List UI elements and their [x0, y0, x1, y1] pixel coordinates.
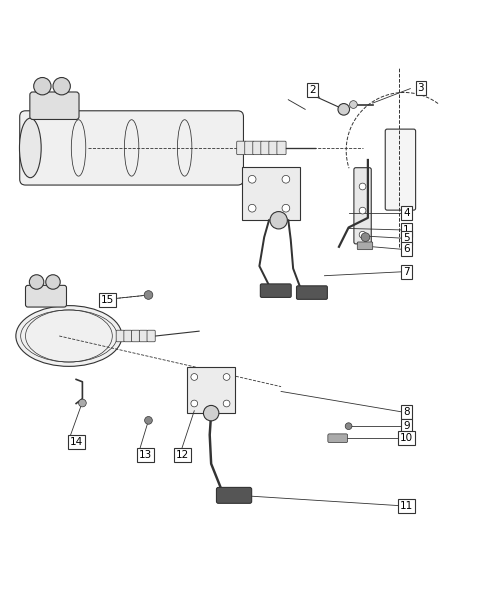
FancyBboxPatch shape: [116, 330, 124, 342]
FancyBboxPatch shape: [30, 92, 79, 119]
Circle shape: [359, 207, 365, 214]
Text: 4: 4: [402, 208, 409, 218]
Text: 9: 9: [402, 421, 409, 431]
Text: 8: 8: [402, 407, 409, 417]
Circle shape: [248, 175, 256, 183]
Circle shape: [144, 417, 152, 424]
FancyBboxPatch shape: [327, 434, 347, 442]
FancyBboxPatch shape: [242, 167, 300, 220]
FancyBboxPatch shape: [357, 242, 372, 250]
Circle shape: [33, 77, 51, 95]
Circle shape: [359, 231, 365, 238]
FancyBboxPatch shape: [26, 286, 66, 307]
Circle shape: [337, 104, 349, 115]
Circle shape: [53, 77, 70, 95]
FancyBboxPatch shape: [139, 330, 147, 342]
Circle shape: [144, 291, 152, 299]
Circle shape: [349, 101, 357, 109]
Circle shape: [270, 212, 287, 229]
Text: 7: 7: [402, 267, 409, 277]
Circle shape: [45, 275, 60, 289]
Text: 12: 12: [175, 450, 188, 460]
Text: 15: 15: [101, 295, 114, 305]
FancyBboxPatch shape: [276, 141, 286, 155]
Text: 5: 5: [402, 233, 409, 243]
FancyBboxPatch shape: [123, 330, 132, 342]
FancyBboxPatch shape: [252, 141, 261, 155]
Circle shape: [282, 175, 289, 183]
Circle shape: [359, 183, 365, 190]
FancyBboxPatch shape: [131, 330, 139, 342]
Text: 11: 11: [399, 501, 412, 511]
Circle shape: [203, 405, 218, 421]
Circle shape: [282, 204, 289, 212]
Circle shape: [248, 204, 256, 212]
Text: 13: 13: [138, 450, 151, 460]
FancyBboxPatch shape: [260, 284, 290, 297]
FancyBboxPatch shape: [244, 141, 254, 155]
FancyBboxPatch shape: [260, 141, 270, 155]
FancyBboxPatch shape: [384, 129, 415, 210]
Circle shape: [191, 373, 197, 381]
Circle shape: [223, 400, 229, 407]
Text: 10: 10: [399, 433, 412, 443]
Circle shape: [30, 275, 44, 289]
Circle shape: [361, 233, 369, 241]
FancyBboxPatch shape: [187, 368, 235, 413]
FancyBboxPatch shape: [216, 487, 251, 503]
FancyBboxPatch shape: [268, 141, 277, 155]
Text: 2: 2: [308, 85, 315, 95]
FancyBboxPatch shape: [353, 168, 370, 244]
Circle shape: [191, 400, 197, 407]
FancyBboxPatch shape: [236, 141, 245, 155]
Text: 14: 14: [69, 437, 83, 447]
Text: 1: 1: [402, 225, 409, 235]
Ellipse shape: [16, 306, 121, 366]
Circle shape: [345, 423, 351, 430]
Circle shape: [223, 373, 229, 381]
Ellipse shape: [19, 118, 41, 178]
FancyBboxPatch shape: [147, 330, 155, 342]
FancyBboxPatch shape: [20, 111, 243, 185]
FancyBboxPatch shape: [296, 286, 327, 299]
Text: 3: 3: [417, 83, 424, 93]
Text: 6: 6: [402, 244, 409, 254]
Circle shape: [78, 399, 86, 407]
